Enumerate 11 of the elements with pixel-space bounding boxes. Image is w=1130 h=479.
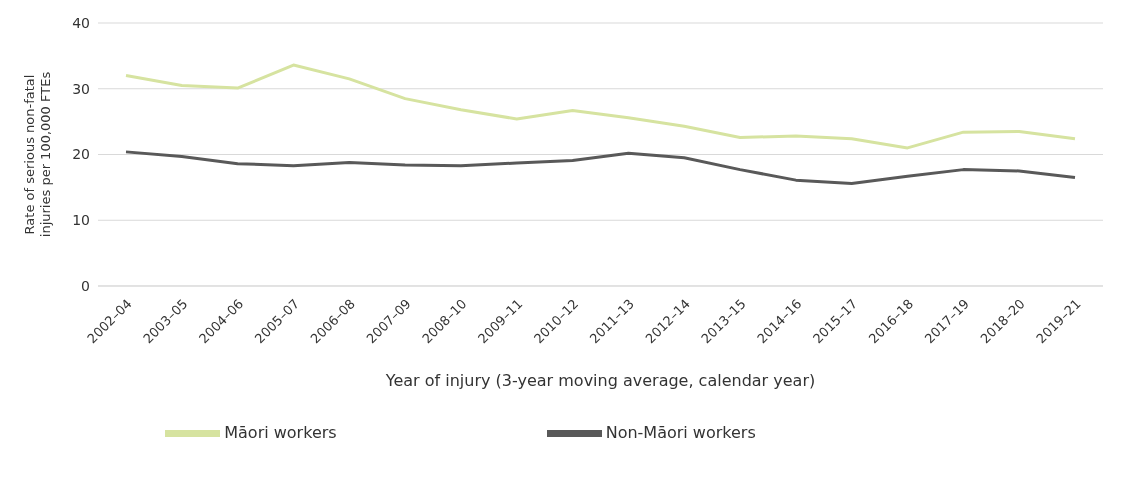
y-axis-title: Rate of serious non-fatal injuries per 100,000 FTEs xyxy=(22,71,53,238)
y-tick-label: 30 xyxy=(72,80,90,97)
x-axis-title: Year of injury (3-year moving average, calendar year) xyxy=(384,371,816,390)
legend-label: Māori workers xyxy=(224,423,337,442)
line-series xyxy=(124,63,1077,150)
y-tick-label: 20 xyxy=(72,146,90,163)
line-series xyxy=(124,150,1077,185)
legend-label: Non-Māori workers xyxy=(605,423,756,442)
y-tick-label: 10 xyxy=(72,212,90,229)
y-tick-label: 40 xyxy=(72,14,90,31)
y-tick-label: 0 xyxy=(81,277,90,294)
